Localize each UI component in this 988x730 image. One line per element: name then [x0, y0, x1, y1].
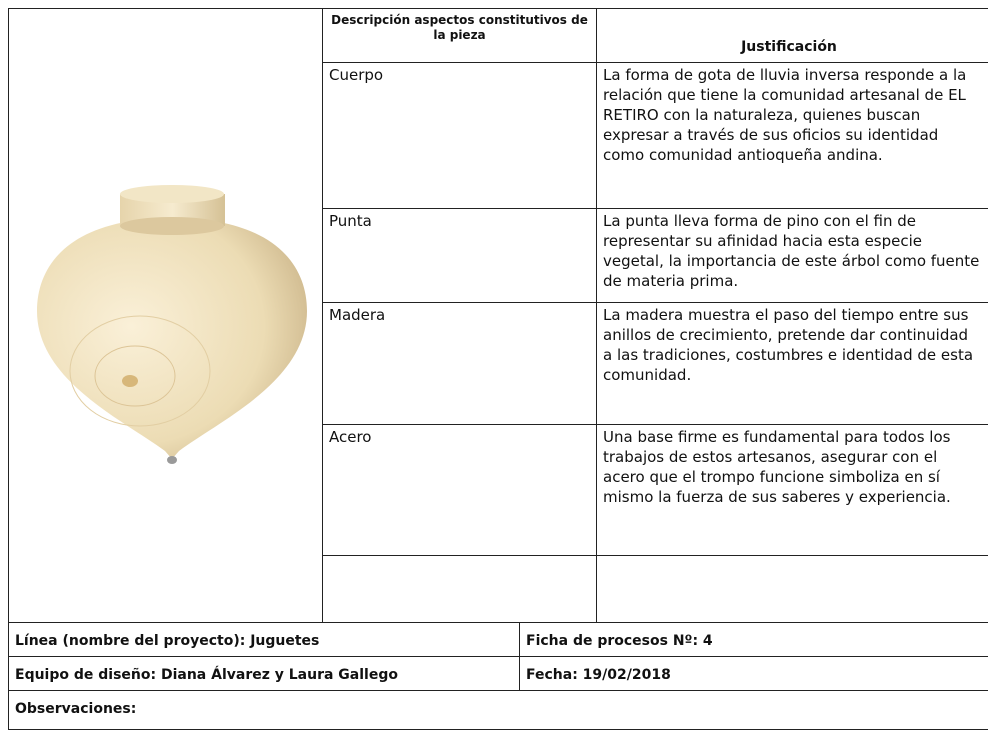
empty-cell — [322, 555, 597, 623]
date: Fecha: 19/02/2018 — [519, 656, 988, 691]
header-description: Descripción aspectos constitutivos de la… — [322, 8, 597, 63]
spinning-top-image — [37, 185, 307, 464]
observations: Observaciones: — [8, 690, 988, 730]
part-name: Punta — [322, 208, 597, 303]
sheet-number: Ficha de procesos Nº: 4 — [519, 622, 988, 657]
header-justification: Justificación — [596, 8, 988, 63]
part-name: Acero — [322, 424, 597, 556]
empty-cell — [596, 555, 988, 623]
justification-text: La madera muestra el paso del tiempo ent… — [596, 302, 988, 425]
justification-text: La forma de gota de lluvia inversa respo… — [596, 62, 988, 209]
justification-text: La punta lleva forma de pino con el fin … — [596, 208, 988, 303]
project-line: Línea (nombre del proyecto): Juguetes — [8, 622, 520, 657]
part-name: Madera — [322, 302, 597, 425]
justification-text: Una base firme es fundamental para todos… — [596, 424, 988, 556]
part-name: Cuerpo — [322, 62, 597, 209]
design-team: Equipo de diseño: Diana Álvarez y Laura … — [8, 656, 520, 691]
image-cell — [8, 8, 323, 623]
